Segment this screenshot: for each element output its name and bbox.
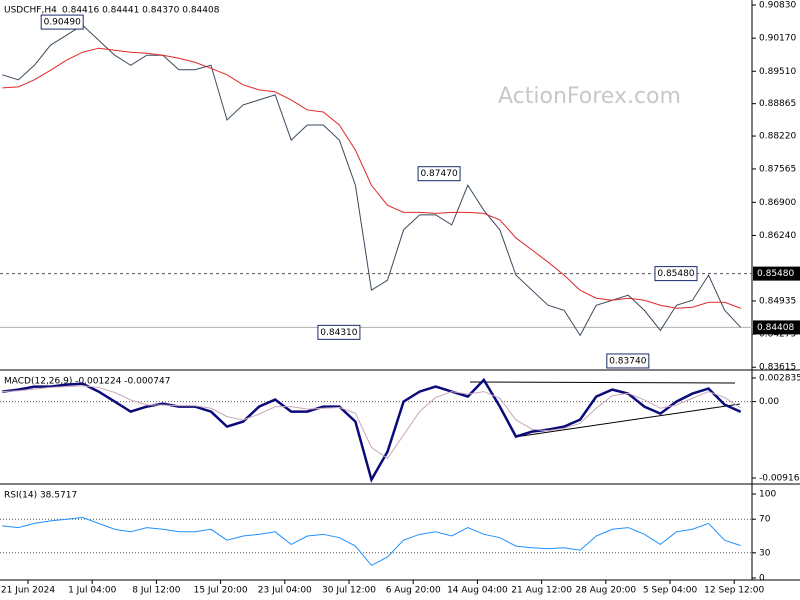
y-tick-label: 0.84275 (759, 330, 796, 340)
annotation-label: 0.84310 (320, 328, 357, 338)
chart-subtitle: 0.84416 0.84441 0.84370 0.84408 (62, 6, 220, 16)
series-line (2, 377, 742, 483)
chart-title: USDCHF,H4 (4, 6, 57, 16)
x-tick-label: 5 Sep 04:00 (643, 586, 698, 596)
y-tick-label: 0.002835 (759, 373, 800, 383)
annotation-box (606, 353, 650, 369)
series-line (2, 24, 742, 337)
panel-title: RSI(14) 38.5717 (4, 491, 77, 501)
level-label: 0.84408 (757, 323, 794, 333)
level-label: 0.85480 (757, 269, 794, 279)
series-line (2, 517, 741, 567)
y-tick-label: 0 (759, 574, 765, 584)
annotation-box (654, 266, 698, 282)
y-tick-label: 70 (759, 515, 771, 525)
y-tick-label: 0.90830 (759, 1, 796, 11)
x-tick-label: 21 Jun 2024 (1, 586, 55, 596)
y-tick-label: 0.86240 (759, 231, 796, 241)
x-tick-label: 28 Aug 20:00 (575, 586, 636, 596)
annotation-label: 0.83740 (609, 356, 646, 366)
annotation-box (40, 14, 84, 30)
x-tick-label: 6 Aug 20:00 (386, 586, 441, 596)
y-tick-label: 0.88865 (759, 99, 796, 109)
annotation-box (317, 324, 361, 340)
x-tick-label: 1 Jul 04:00 (68, 586, 117, 596)
x-tick-label: 14 Aug 04:00 (447, 586, 508, 596)
y-tick-label: 0.84935 (759, 296, 796, 306)
trendline (514, 403, 741, 438)
y-tick-label: 30 (759, 548, 771, 558)
annotation-box (417, 166, 461, 182)
watermark: ActionForex.com (498, 84, 681, 109)
x-tick-label: 23 Jul 04:00 (258, 586, 312, 596)
panel-title: MACD(12,26,9) -0.001224 -0.000747 (4, 377, 170, 387)
x-tick-label: 15 Jul 20:00 (194, 586, 248, 596)
y-tick-label: 0.89510 (759, 67, 796, 77)
annotation-label: 0.87470 (420, 169, 457, 179)
y-tick-label: 0.86900 (759, 198, 796, 208)
y-tick-label: 100 (759, 490, 776, 500)
y-tick-label: 0.90170 (759, 34, 796, 44)
level-box (753, 320, 800, 335)
annotation-label: 0.90490 (44, 18, 81, 28)
x-tick-label: 8 Jul 12:00 (132, 586, 181, 596)
x-tick-label: 21 Aug 12:00 (511, 586, 572, 596)
y-tick-label: 0.88220 (759, 132, 796, 142)
y-tick-label: 0.00 (759, 397, 779, 407)
series-line (2, 47, 741, 309)
y-tick-label: 0.87565 (759, 164, 796, 174)
y-tick-label: 0.83615 (759, 363, 796, 373)
level-box (753, 266, 800, 281)
trendline (469, 381, 736, 384)
annotation-label: 0.85480 (657, 269, 694, 279)
series-line (2, 385, 741, 460)
x-tick-label: 12 Sep 12:00 (704, 586, 764, 596)
x-tick-label: 30 Jul 12:00 (322, 586, 376, 596)
